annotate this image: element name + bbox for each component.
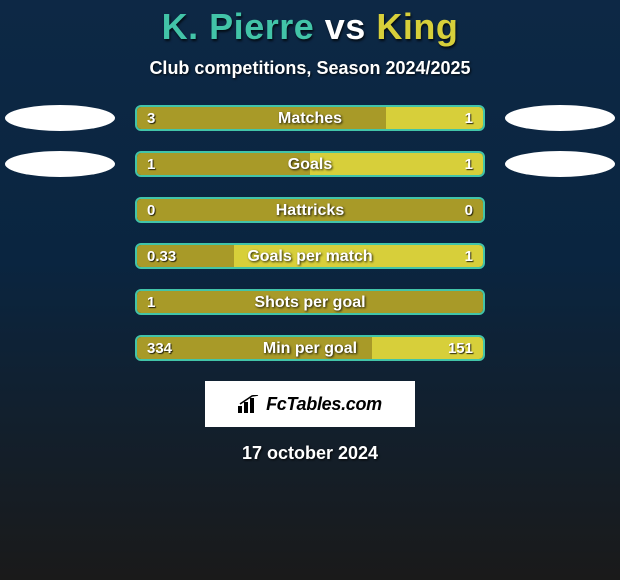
logo-text: FcTables.com [266,394,382,415]
subtitle: Club competitions, Season 2024/2025 [0,58,620,79]
player1-value: 3 [147,107,155,129]
stat-row: 31Matches [0,105,620,131]
player2-ellipse [505,151,615,177]
bar-right-fill [234,245,483,267]
player2-value: 1 [465,245,473,267]
player1-value: 1 [147,291,155,313]
player1-value: 0 [147,199,155,221]
stat-bar: 00Hattricks [135,197,485,223]
player1-value: 1 [147,153,155,175]
player1-ellipse [5,151,115,177]
stat-bar: 31Matches [135,105,485,131]
bar-left-fill [137,337,372,359]
player1-name: K. Pierre [162,6,315,47]
player2-ellipse [505,105,615,131]
bar-left-fill [137,199,483,221]
bar-left-fill [137,107,386,129]
stat-row: 0.331Goals per match [0,243,620,269]
site-logo: FcTables.com [205,381,415,427]
date-text: 17 october 2024 [0,443,620,464]
stat-bar: 0.331Goals per match [135,243,485,269]
stat-row: 00Hattricks [0,197,620,223]
player2-value: 1 [465,153,473,175]
player1-value: 0.33 [147,245,176,267]
stat-row: 1Shots per goal [0,289,620,315]
stats-container: 31Matches11Goals00Hattricks0.331Goals pe… [0,105,620,361]
stat-bar: 1Shots per goal [135,289,485,315]
page-title: K. Pierre vs King [0,6,620,48]
player1-ellipse [5,105,115,131]
player1-value: 334 [147,337,172,359]
stat-row: 11Goals [0,151,620,177]
bar-right-fill [310,153,483,175]
stat-row: 334151Min per goal [0,335,620,361]
vs-text: vs [325,6,366,47]
player2-name: King [376,6,458,47]
stat-bar: 11Goals [135,151,485,177]
comparison-infographic: K. Pierre vs King Club competitions, Sea… [0,0,620,580]
player2-value: 1 [465,107,473,129]
bar-left-fill [137,291,483,313]
barchart-icon [238,395,260,413]
player2-value: 0 [465,199,473,221]
stat-bar: 334151Min per goal [135,335,485,361]
player2-value: 151 [448,337,473,359]
bar-left-fill [137,153,310,175]
